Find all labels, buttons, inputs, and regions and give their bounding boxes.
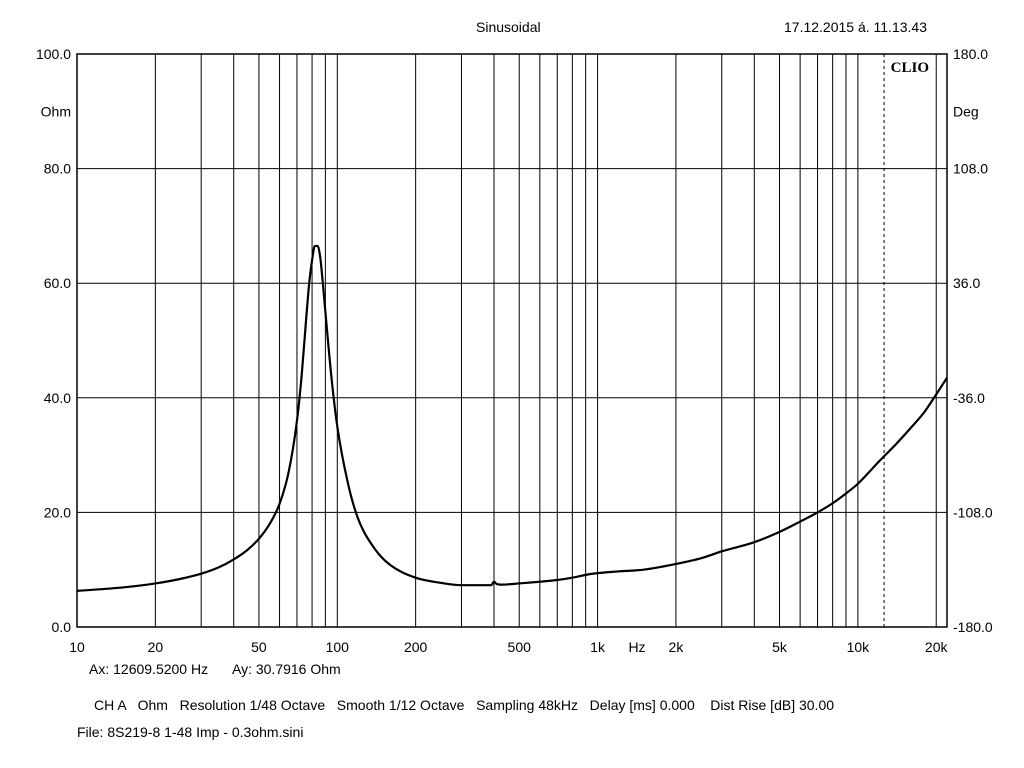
plot-frame (76, 53, 948, 628)
x-tick-label: 500 (508, 639, 532, 655)
x-tick-label: 1k (590, 639, 606, 655)
y-tick-label: 20.0 (44, 504, 71, 520)
y-tick-label: 100.0 (36, 46, 71, 62)
file-name: File: 8S219-8 1-48 Imp - 0.3ohm.sini (77, 724, 304, 740)
cursor-y-readout: Ay: 30.7916 Ohm (232, 661, 341, 677)
x-tick-label: 20k (925, 639, 949, 655)
y2-tick-label: 36.0 (953, 275, 980, 291)
y-tick-label: 80.0 (44, 161, 71, 177)
y2-tick-label: -108.0 (953, 504, 993, 520)
chart-title: Sinusoidal (476, 19, 541, 35)
y2-tick-label: 180.0 (953, 46, 988, 62)
impedance-curve (76, 244, 948, 592)
y2-tick-label: -180.0 (953, 619, 993, 635)
clio-logo: CLIO (891, 60, 929, 76)
settings-line: CH A Ohm Resolution 1/48 Octave Smooth 1… (94, 697, 835, 713)
x-tick-labels: 10 20 50 100 200 500 1k 2k 5k 10k 20k (69, 639, 948, 655)
x-tick-label: 10k (847, 639, 871, 655)
y-tick-labels: 0.0 20.0 40.0 60.0 80.0 100.0 (36, 46, 71, 635)
x-tick-label: 20 (148, 639, 164, 655)
horizontal-grid (77, 168, 947, 513)
cursor-x-readout: Ax: 12609.5200 Hz (89, 661, 209, 677)
vertical-grid (154, 54, 937, 627)
x-axis-label: Hz (628, 639, 645, 655)
x-tick-label: 10 (69, 639, 85, 655)
x-tick-label: 2k (669, 639, 685, 655)
x-tick-label: 50 (251, 639, 267, 655)
y2-tick-label: 108.0 (953, 161, 988, 177)
x-tick-label: 5k (772, 639, 788, 655)
y-axis-label: Ohm (41, 103, 71, 119)
x-tick-label: 100 (326, 639, 350, 655)
y2-axis-label: Deg (953, 103, 979, 119)
y2-tick-labels: -180.0 -108.0 -36.0 36.0 108.0 180.0 (953, 46, 993, 635)
y-tick-label: 60.0 (44, 275, 71, 291)
y-tick-label: 0.0 (52, 619, 72, 635)
y2-tick-label: -36.0 (953, 390, 985, 406)
timestamp: 17.12.2015 á. 11.13.43 (784, 19, 927, 35)
y-tick-label: 40.0 (44, 390, 71, 406)
x-tick-label: 200 (404, 639, 428, 655)
